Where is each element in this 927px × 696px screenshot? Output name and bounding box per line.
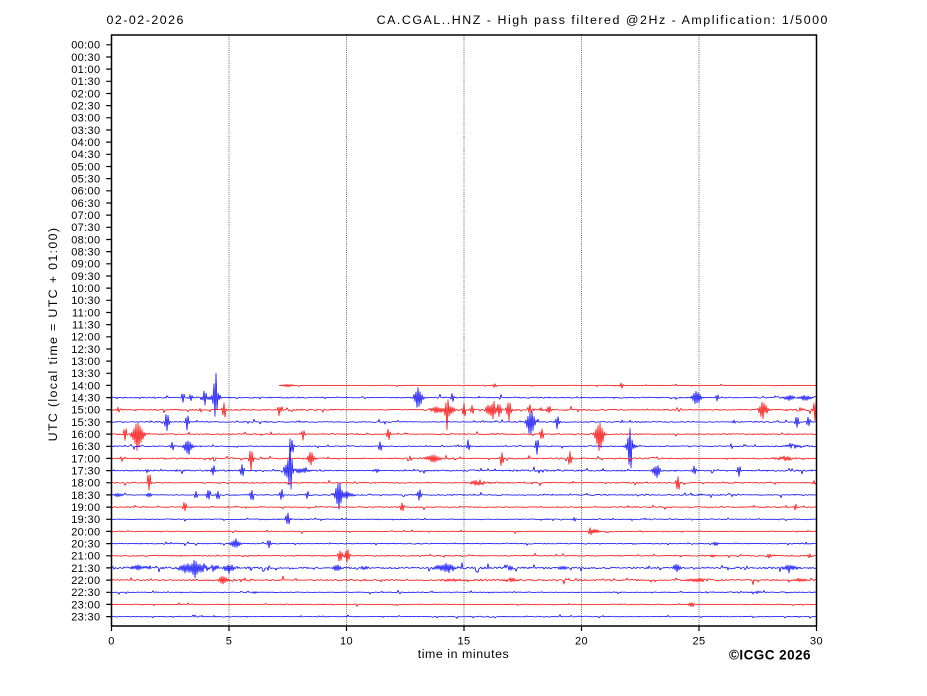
- svg-text:21:00: 21:00: [71, 551, 100, 563]
- svg-text:11:30: 11:30: [72, 320, 100, 332]
- svg-text:20: 20: [575, 636, 588, 648]
- svg-text:17:00: 17:00: [71, 453, 100, 465]
- svg-text:09:30: 09:30: [71, 271, 100, 283]
- svg-text:14:30: 14:30: [71, 393, 100, 405]
- svg-text:07:00: 07:00: [71, 210, 100, 222]
- svg-text:16:00: 16:00: [71, 429, 100, 441]
- svg-text:05:00: 05:00: [71, 161, 100, 173]
- svg-text:07:30: 07:30: [71, 222, 100, 234]
- svg-text:15: 15: [458, 636, 471, 648]
- svg-text:06:00: 06:00: [71, 186, 100, 198]
- svg-text:14:00: 14:00: [71, 380, 100, 392]
- svg-text:03:30: 03:30: [71, 125, 100, 137]
- svg-text:22:30: 22:30: [71, 587, 100, 599]
- svg-text:23:30: 23:30: [71, 612, 100, 624]
- svg-text:CA.CGAL..HNZ - High pass filte: CA.CGAL..HNZ - High pass filtered @2Hz -…: [377, 13, 829, 27]
- svg-text:22:00: 22:00: [71, 575, 100, 587]
- svg-text:01:30: 01:30: [71, 76, 100, 88]
- svg-text:02:30: 02:30: [71, 101, 100, 113]
- svg-text:13:30: 13:30: [71, 368, 100, 380]
- svg-text:5: 5: [226, 636, 232, 648]
- svg-text:25: 25: [693, 636, 706, 648]
- svg-text:15:00: 15:00: [71, 405, 100, 417]
- svg-text:18:30: 18:30: [71, 490, 100, 502]
- svg-text:20:00: 20:00: [71, 526, 100, 538]
- svg-text:02:00: 02:00: [71, 88, 100, 100]
- svg-text:01:00: 01:00: [71, 64, 100, 76]
- svg-text:19:00: 19:00: [71, 502, 100, 514]
- svg-text:03:00: 03:00: [71, 113, 100, 125]
- svg-text:04:30: 04:30: [71, 149, 100, 161]
- svg-text:21:30: 21:30: [71, 563, 100, 575]
- svg-text:09:00: 09:00: [71, 259, 100, 271]
- svg-text:06:30: 06:30: [71, 198, 100, 210]
- svg-text:10:30: 10:30: [71, 295, 100, 307]
- svg-text:18:00: 18:00: [71, 478, 100, 490]
- svg-text:08:30: 08:30: [71, 247, 100, 259]
- svg-text:23:00: 23:00: [71, 599, 100, 611]
- svg-text:10: 10: [340, 636, 353, 648]
- svg-text:20:30: 20:30: [71, 539, 100, 551]
- svg-text:15:30: 15:30: [71, 417, 100, 429]
- svg-text:12:30: 12:30: [71, 344, 100, 356]
- svg-text:time in minutes: time in minutes: [418, 647, 510, 661]
- svg-text:10:00: 10:00: [71, 283, 100, 295]
- svg-text:05:30: 05:30: [71, 174, 100, 186]
- svg-text:©ICGC 2026: ©ICGC 2026: [729, 648, 811, 663]
- svg-text:00:30: 00:30: [71, 52, 100, 64]
- svg-text:UTC (local time = UTC + 01:00): UTC (local time = UTC + 01:00): [46, 227, 60, 442]
- svg-text:30: 30: [810, 636, 823, 648]
- svg-text:17:30: 17:30: [71, 466, 100, 478]
- svg-text:00:00: 00:00: [71, 40, 100, 52]
- svg-text:13:00: 13:00: [71, 356, 100, 368]
- svg-text:11:00: 11:00: [72, 307, 100, 319]
- svg-text:04:00: 04:00: [71, 137, 100, 149]
- svg-text:02-02-2026: 02-02-2026: [107, 13, 185, 27]
- svg-text:16:30: 16:30: [71, 441, 100, 453]
- svg-text:08:00: 08:00: [71, 234, 100, 246]
- svg-text:0: 0: [108, 636, 114, 648]
- svg-text:19:30: 19:30: [71, 514, 100, 526]
- svg-text:12:00: 12:00: [71, 332, 100, 344]
